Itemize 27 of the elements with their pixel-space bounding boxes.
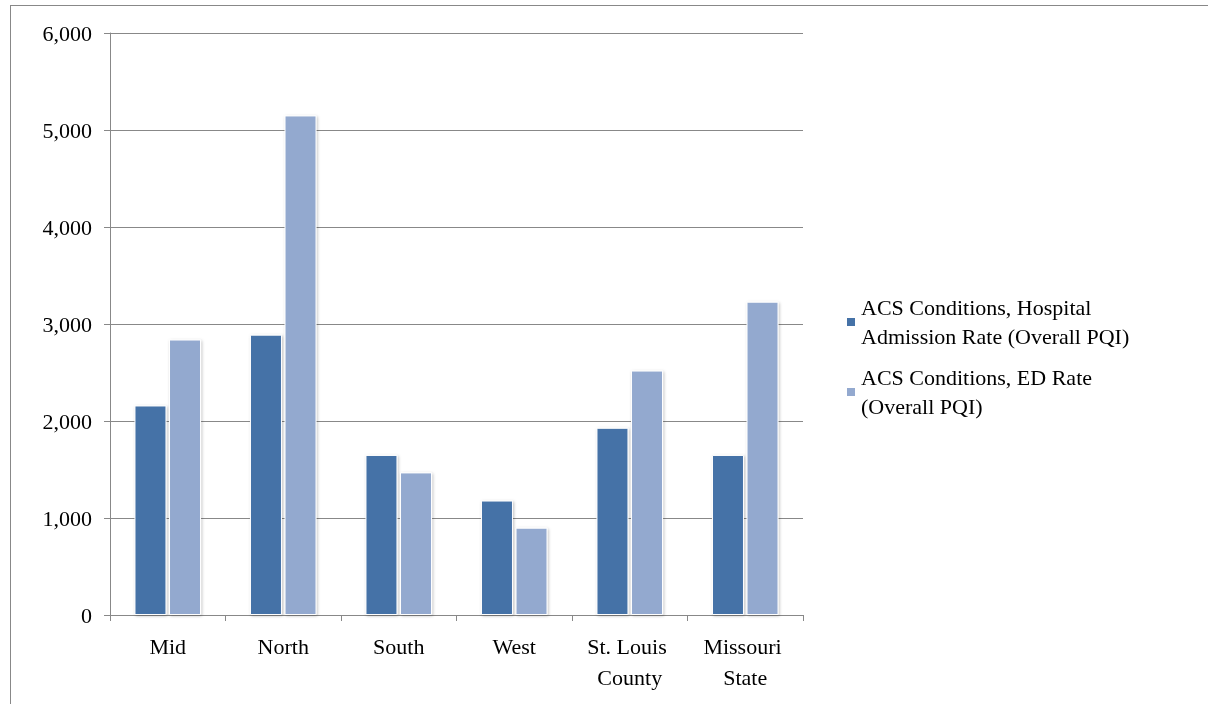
bar [480, 500, 513, 615]
legend-label: ACS Conditions, ED Rate (Overall PQI) [861, 365, 1098, 419]
bar [746, 301, 779, 615]
bar [631, 370, 664, 615]
legend-label: ACS Conditions, Hospital Admission Rate (Overall PQI) [861, 295, 1130, 349]
y-tick-label: 5,000 [42, 117, 92, 143]
y-tick-label: 3,000 [42, 311, 92, 337]
x-tick-label: Mid [149, 634, 187, 659]
x-tick-label: South [373, 634, 425, 659]
bar [284, 115, 317, 615]
y-tick-label: 0 [81, 602, 92, 628]
bar [249, 334, 282, 615]
bar [365, 454, 398, 615]
y-tick-label: 2,000 [42, 408, 92, 434]
bar [400, 472, 433, 615]
x-tick-label: Missouri State [703, 634, 788, 690]
bar [169, 339, 202, 615]
bar [596, 427, 629, 615]
x-tick-label: North [257, 634, 309, 659]
y-tick-label: 6,000 [42, 20, 92, 46]
bar [515, 527, 548, 615]
bar [711, 454, 744, 615]
y-tick-label: 1,000 [42, 505, 92, 531]
x-tick-label: St. Louis County [587, 634, 673, 690]
y-tick-label: 4,000 [42, 214, 92, 240]
bar [134, 405, 167, 615]
x-tick-label: West [492, 634, 536, 659]
